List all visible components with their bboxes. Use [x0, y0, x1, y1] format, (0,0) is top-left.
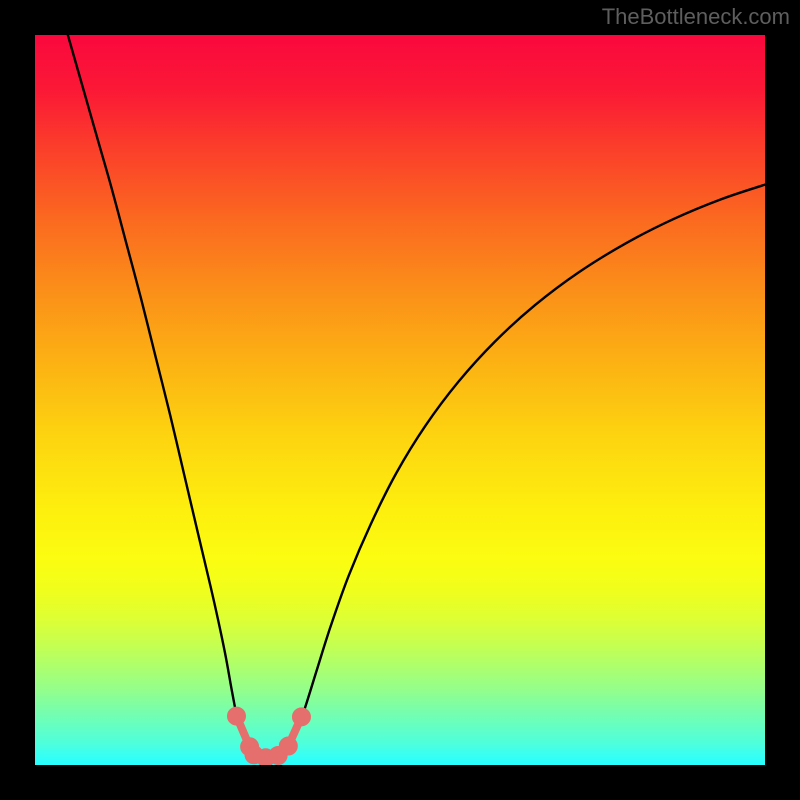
marker-point: [227, 707, 245, 725]
chart-stage: TheBottleneck.com: [0, 0, 800, 800]
plot-background: [35, 35, 765, 765]
marker-point: [292, 708, 310, 726]
plot-svg: [35, 35, 765, 765]
watermark-text: TheBottleneck.com: [602, 4, 790, 30]
marker-point: [279, 737, 297, 755]
plot-area: [35, 35, 765, 765]
